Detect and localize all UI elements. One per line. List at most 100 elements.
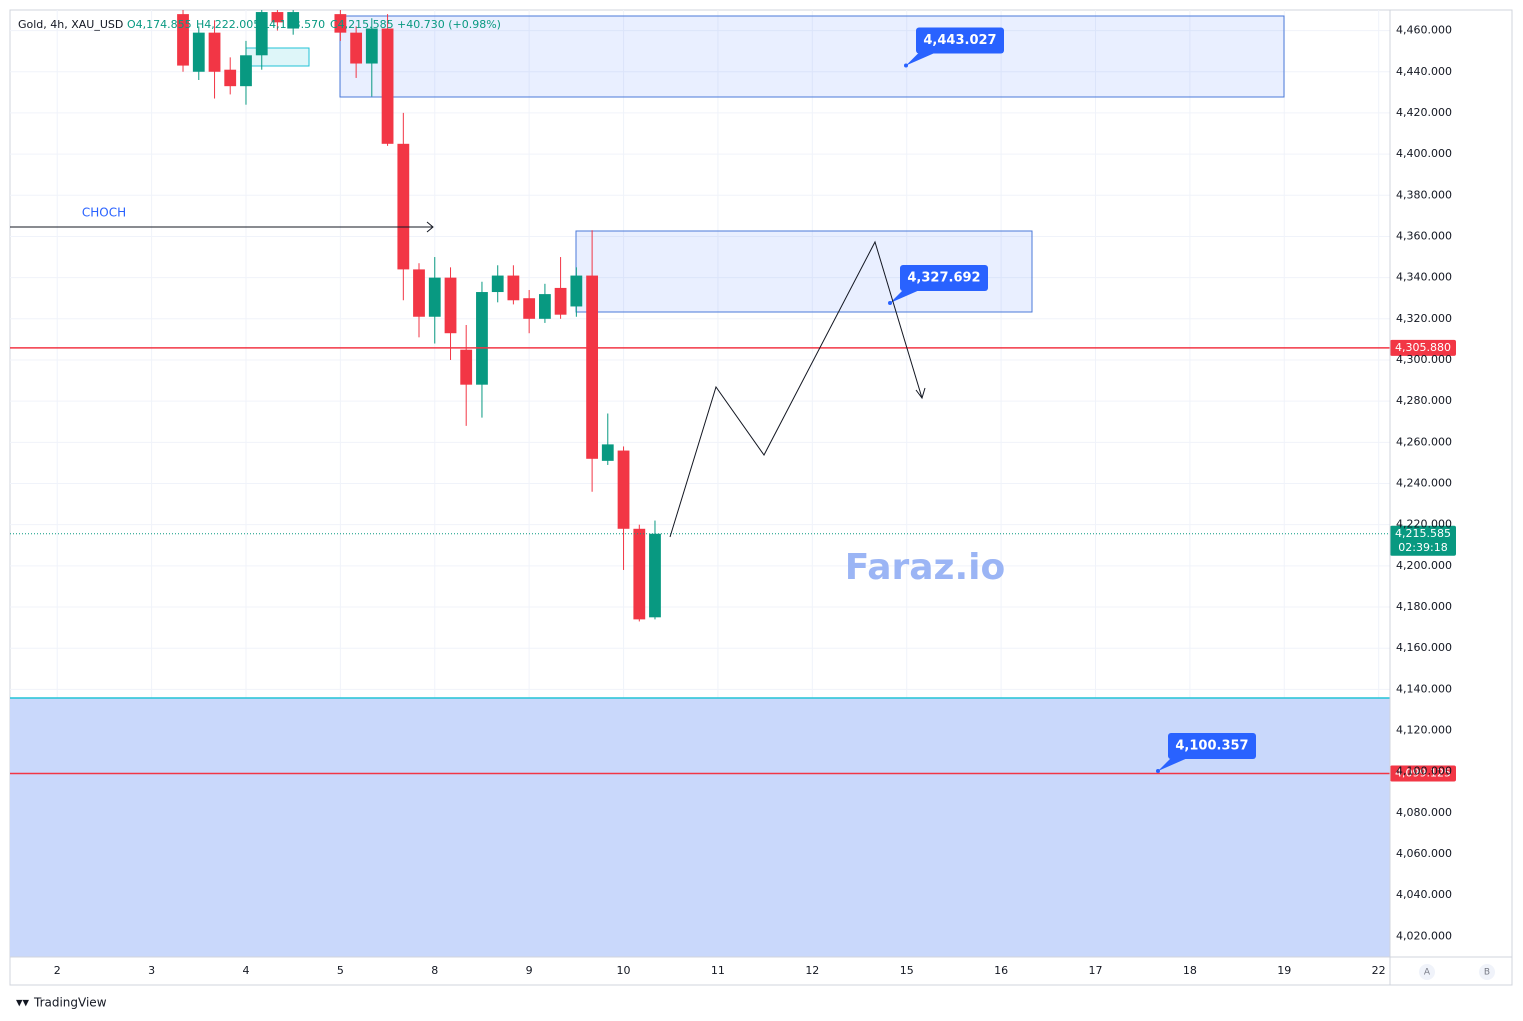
candle-body xyxy=(334,14,347,33)
callout-label: 4,100.357 xyxy=(1175,738,1248,753)
y-tick-label: 4,300.000 xyxy=(1396,353,1452,366)
candle-body xyxy=(523,298,536,319)
candle-body xyxy=(444,277,457,334)
supply-zone xyxy=(339,15,1285,98)
y-tick-label: 4,260.000 xyxy=(1396,435,1452,448)
candle-body xyxy=(192,32,205,72)
candle-body xyxy=(570,275,583,307)
callout-pointer xyxy=(1158,756,1190,771)
y-tick-label: 4,400.000 xyxy=(1396,147,1452,160)
arrow-head xyxy=(915,387,926,400)
x-tick-label: 22 xyxy=(1372,964,1386,977)
candle-body xyxy=(428,277,441,317)
header-low: L4,173.570 xyxy=(263,18,325,31)
arrow-head xyxy=(426,221,434,233)
candle-body xyxy=(507,275,520,301)
price-tag-label: 4,099.125 xyxy=(1395,767,1451,780)
candle-body xyxy=(601,444,614,461)
x-tick-label: 11 xyxy=(711,964,725,977)
candle-body xyxy=(271,12,284,23)
watermark: Faraz.io xyxy=(845,547,1006,588)
candle-body xyxy=(350,32,363,64)
callout-label: 4,327.692 xyxy=(907,270,980,285)
y-tick-label: 4,280.000 xyxy=(1396,394,1452,407)
header-open: O4,174.855 xyxy=(127,18,192,31)
candle-body xyxy=(365,28,378,64)
header-close: C4,215.585 xyxy=(330,18,394,31)
callout-box xyxy=(916,27,1004,54)
candle-body xyxy=(460,349,473,385)
price-tag-label: 4,305.880 xyxy=(1395,341,1451,354)
x-tick-label: 10 xyxy=(617,964,631,977)
axis-button[interactable] xyxy=(1479,964,1495,980)
candles xyxy=(177,10,661,622)
y-tick-label: 4,420.000 xyxy=(1396,106,1452,119)
header-symbol: Gold, 4h, XAU_USD xyxy=(18,18,123,31)
projection-path xyxy=(669,240,923,538)
candle-body xyxy=(539,294,551,319)
x-tick-label: 2 xyxy=(54,964,61,977)
y-tick-label: 4,160.000 xyxy=(1396,641,1452,654)
callout-label: 4,443.027 xyxy=(923,33,996,48)
y-tick-label: 4,140.000 xyxy=(1396,682,1452,695)
candle-body xyxy=(397,143,410,270)
candle-body xyxy=(177,14,189,66)
price-tag xyxy=(1390,339,1456,356)
y-tick-label: 4,020.000 xyxy=(1396,929,1452,942)
candle-body xyxy=(491,275,504,293)
y-tick-label: 4,220.000 xyxy=(1396,518,1452,531)
x-tick-label: 15 xyxy=(900,964,914,977)
candle-body xyxy=(255,12,268,56)
y-tick-label: 4,360.000 xyxy=(1396,229,1452,242)
x-tick-label: 9 xyxy=(526,964,533,977)
x-tick-label: 3 xyxy=(148,964,155,977)
callout-anchor xyxy=(888,300,892,305)
callout-anchor xyxy=(1156,768,1160,773)
countdown: 02:39:18 xyxy=(1398,541,1447,554)
y-tick-label: 4,380.000 xyxy=(1396,188,1452,201)
y-tick-label: 4,180.000 xyxy=(1396,600,1452,613)
x-tick-label: 8 xyxy=(431,964,438,977)
brand: TradingView xyxy=(33,996,107,1010)
callout-pointer xyxy=(906,51,938,66)
y-tick-label: 4,080.000 xyxy=(1396,806,1452,819)
axis-button-label[interactable]: B xyxy=(1484,968,1490,978)
y-tick-label: 4,460.000 xyxy=(1396,24,1452,37)
x-tick-label: 16 xyxy=(994,964,1008,977)
header-change: +40.730 (+0.98%) xyxy=(397,18,501,31)
candle-body xyxy=(633,528,646,620)
candle-body xyxy=(649,533,661,618)
y-tick-label: 4,100.000 xyxy=(1396,765,1452,778)
y-tick-label: 4,060.000 xyxy=(1396,847,1452,860)
x-tick-label: 12 xyxy=(805,964,819,977)
callout-anchor xyxy=(904,63,908,68)
small-zone xyxy=(245,47,310,67)
candle-body xyxy=(586,275,599,459)
last-price-label: 4,215.585 xyxy=(1395,527,1451,540)
x-tick-label: 17 xyxy=(1088,964,1102,977)
y-tick-label: 4,240.000 xyxy=(1396,477,1452,490)
axis-button-label[interactable]: A xyxy=(1424,968,1431,978)
callout-pointer xyxy=(890,288,922,303)
x-tick-label: 19 xyxy=(1277,964,1291,977)
callout-box xyxy=(900,264,988,291)
price-tag xyxy=(1390,765,1456,782)
candle-body xyxy=(381,28,394,144)
axis-button[interactable] xyxy=(1419,964,1435,980)
x-tick-label: 18 xyxy=(1183,964,1197,977)
axes: 4,020.000 4,040.000 4,060.000 4,080.000 4,10… xyxy=(54,24,1452,977)
x-tick-label: 5 xyxy=(337,964,344,977)
y-tick-label: 4,440.000 xyxy=(1396,65,1452,78)
candle-body xyxy=(476,292,488,385)
y-tick-label: 4,320.000 xyxy=(1396,312,1452,325)
choch-label: CHOCH xyxy=(82,206,126,220)
y-tick-label: 4,200.000 xyxy=(1396,559,1452,572)
demand-zone xyxy=(10,698,1390,957)
y-tick-label: 4,120.000 xyxy=(1396,724,1452,737)
candle-body xyxy=(208,32,221,72)
callout-box xyxy=(1168,732,1256,759)
candle-body xyxy=(554,287,567,315)
header-high: H4,222.005 xyxy=(196,18,260,31)
